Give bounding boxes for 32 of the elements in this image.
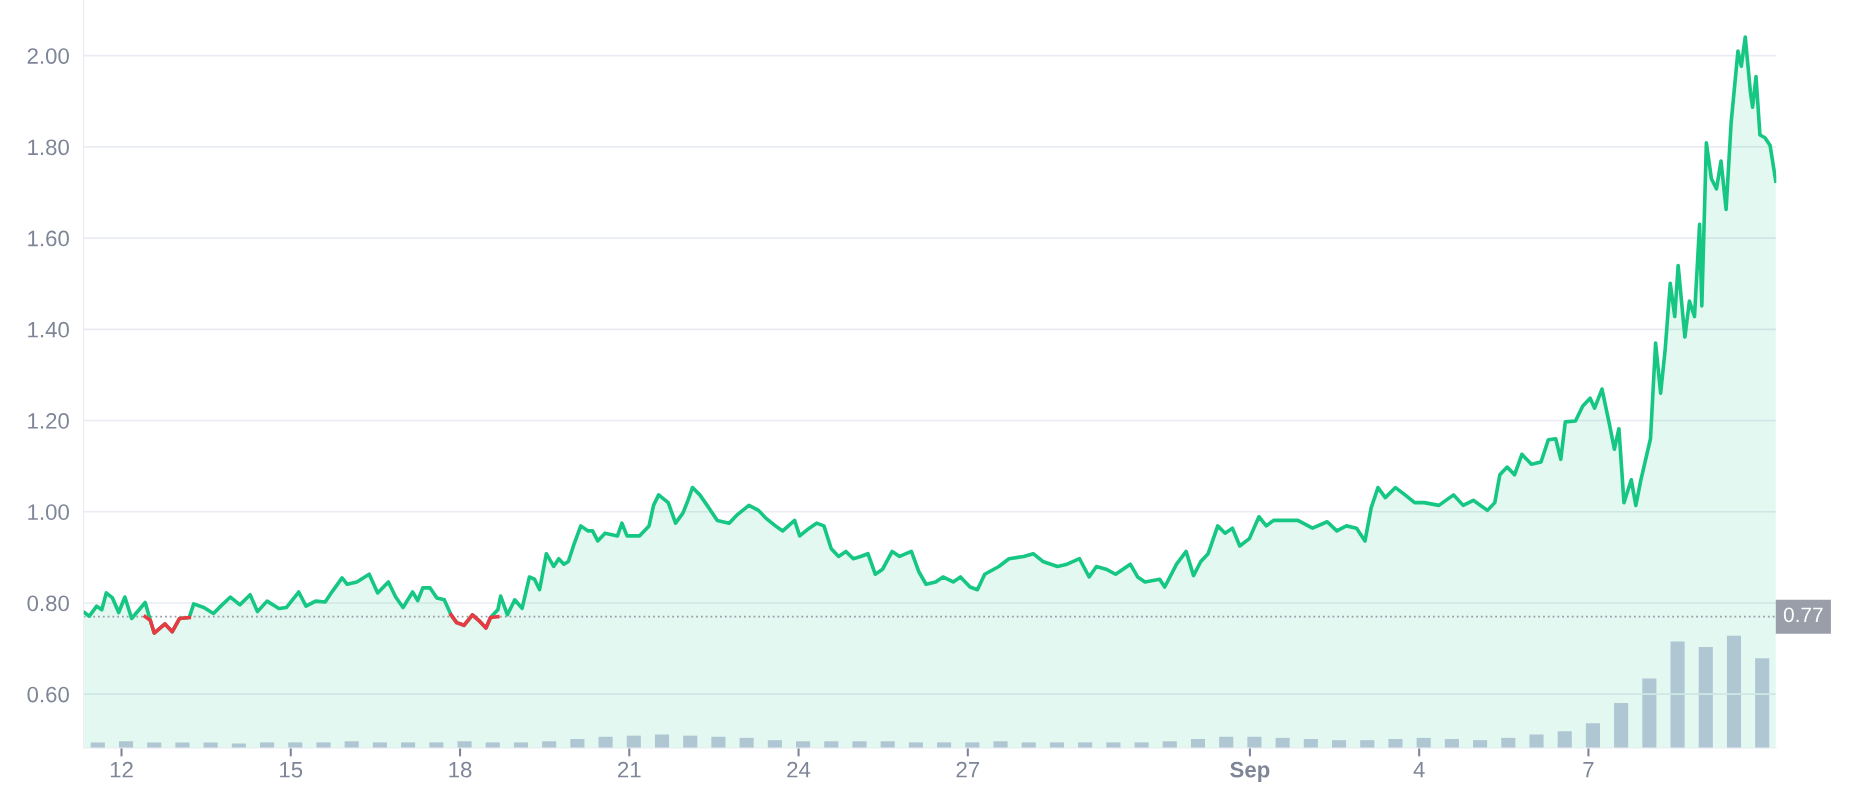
bar [993,741,1008,748]
bar [1726,635,1742,748]
bar [1755,658,1770,748]
y-tick-label: 1.80 [28,139,69,156]
x-tick-label: Sep [1230,761,1270,782]
x-tick-label: 18 [449,761,472,778]
x-tick-label: 12 [110,761,133,778]
bar [852,741,867,748]
y-tick-label: 2.00 [27,48,69,64]
x-tick-label: 15 [280,762,303,778]
bar [1670,641,1685,748]
bar [1529,734,1544,748]
bar [1388,739,1403,748]
y-tick-label: 1.20 [28,413,69,429]
y-tick-label: 1.40 [28,321,69,338]
y-tick-label: 1.00 [28,504,69,521]
x-tick-label: 24 [787,761,811,778]
x-tick-label: 7 [1583,762,1594,778]
ref-line-label: 0.77 [1783,607,1823,623]
y-tick-label: 0.60 [27,686,69,703]
bar [316,742,331,748]
y-tick-label: 1.60 [28,230,69,247]
bar [1585,723,1600,748]
bar [1698,647,1713,748]
x-tick-label: 4 [1413,762,1425,778]
bar [1557,731,1572,748]
bar [457,741,472,748]
bar [1614,703,1629,748]
y-tick-label: 0.80 [27,595,69,612]
x-tick-label: 21 [618,761,641,778]
bar [1642,678,1657,748]
x-tick-label: 27 [956,761,980,778]
